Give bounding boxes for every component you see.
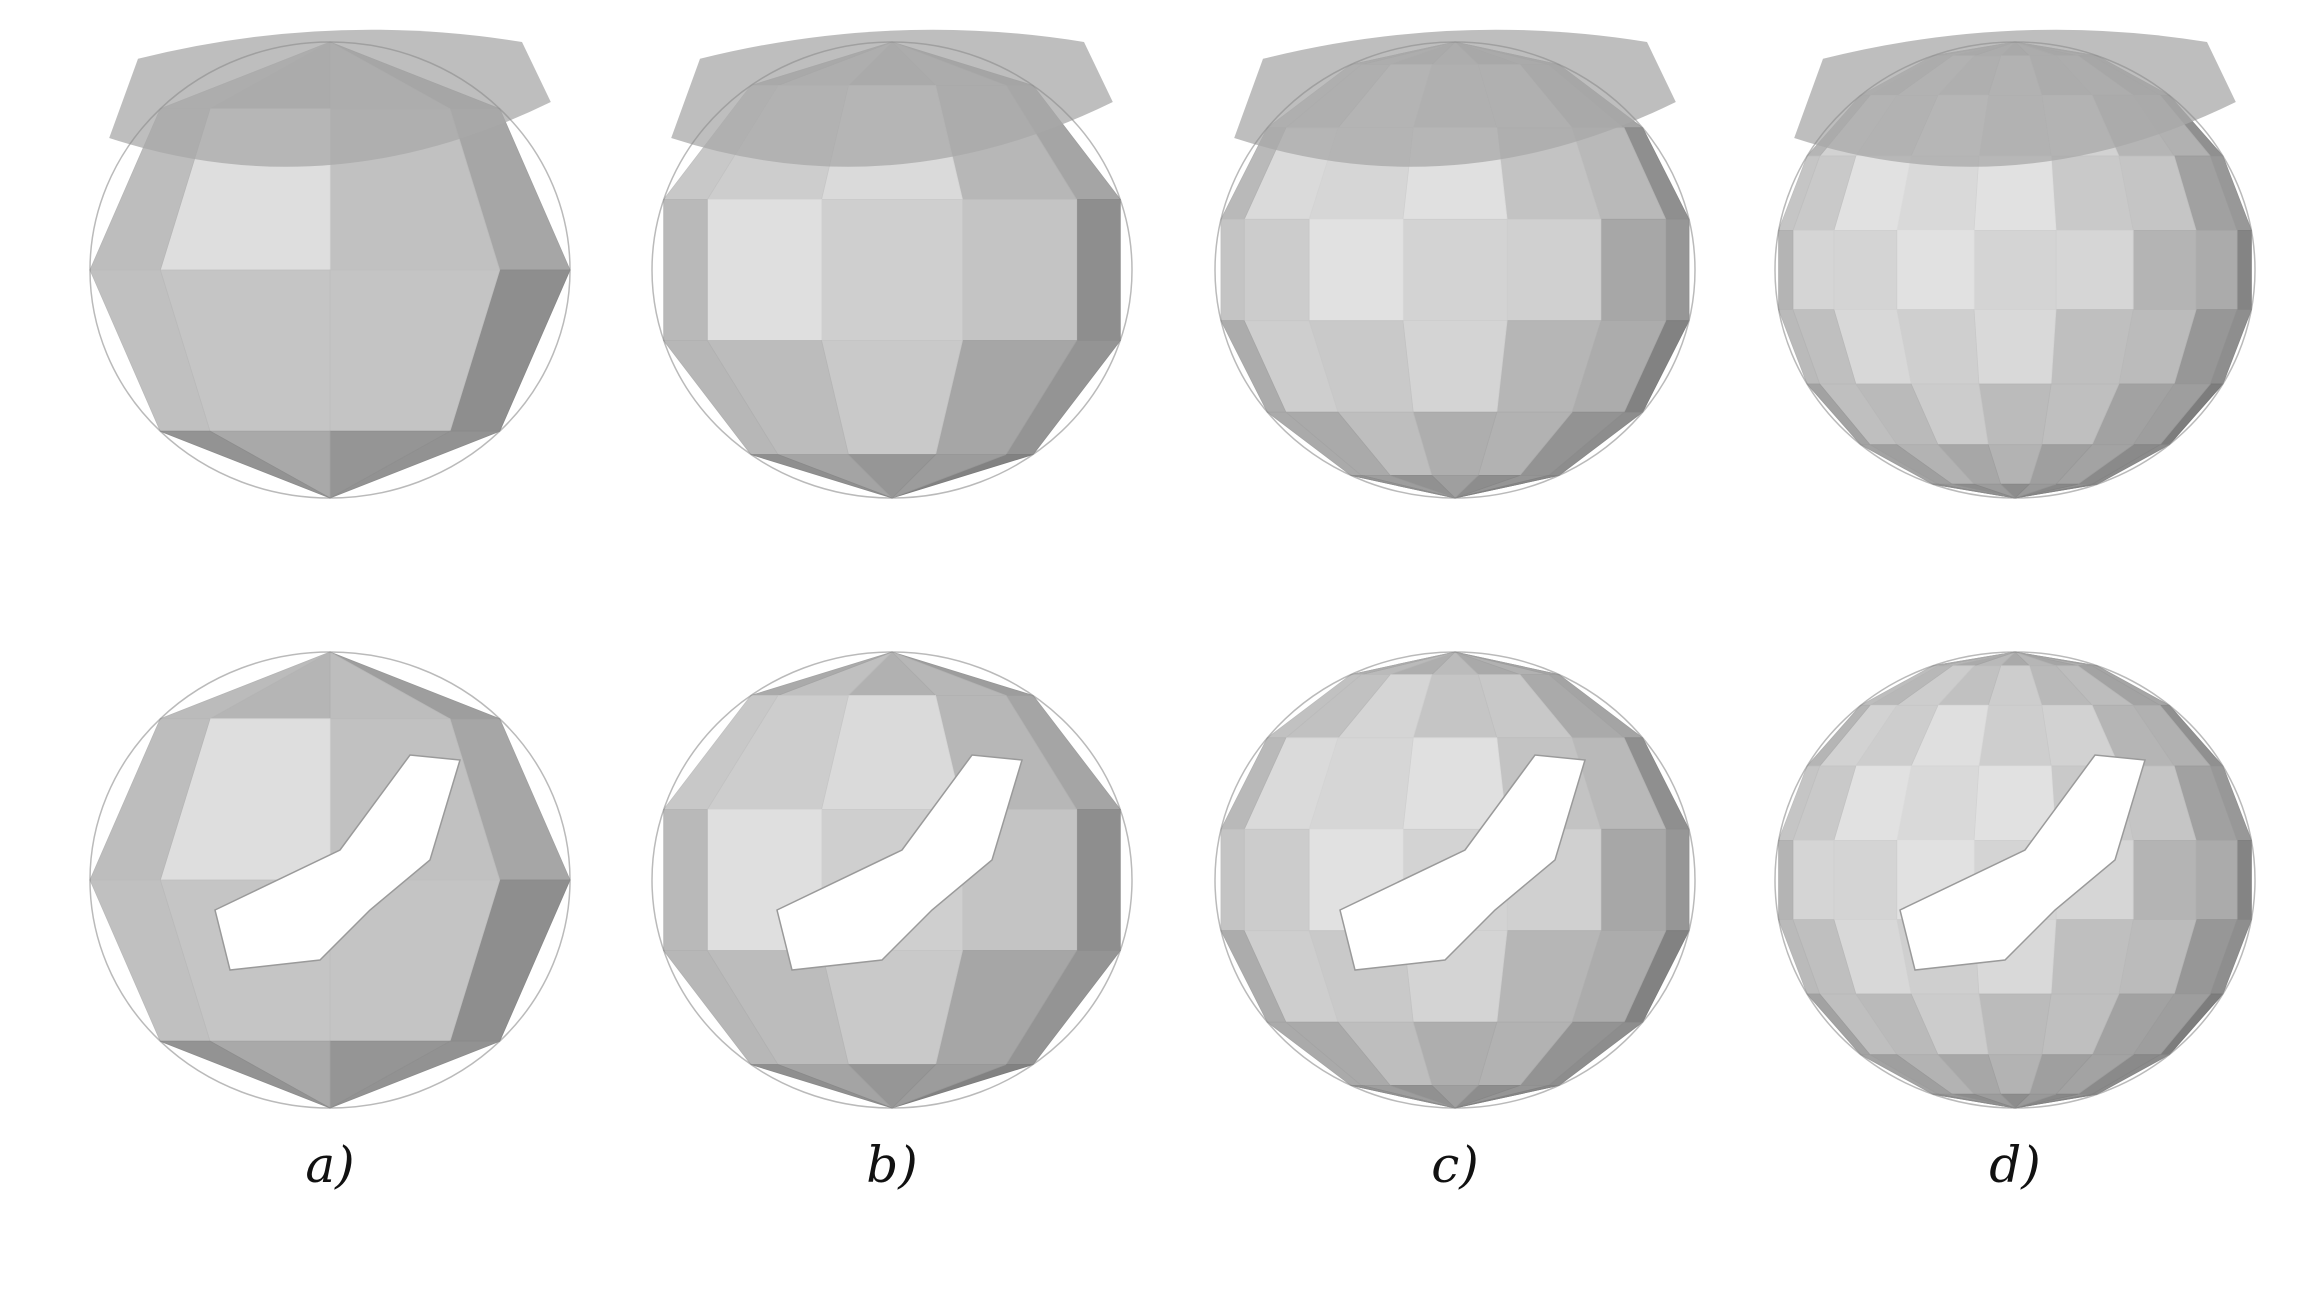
mesh-side-view-a — [89, 29, 571, 499]
panel-label-a: a) — [305, 1136, 355, 1194]
panel-label-c: c) — [1431, 1136, 1479, 1194]
mesh-side-view-c — [1214, 29, 1696, 499]
mesh-side-view-b — [651, 29, 1133, 499]
mesh-oblique-view-a — [89, 651, 571, 1109]
mesh-side-view-d — [1774, 29, 2256, 499]
mesh-oblique-view-d — [1774, 651, 2256, 1109]
panel-label-b: b) — [866, 1136, 918, 1194]
panel-label-d: d) — [1989, 1136, 2041, 1194]
mesh-oblique-view-c — [1214, 651, 1696, 1109]
mesh-oblique-view-b — [651, 651, 1133, 1109]
